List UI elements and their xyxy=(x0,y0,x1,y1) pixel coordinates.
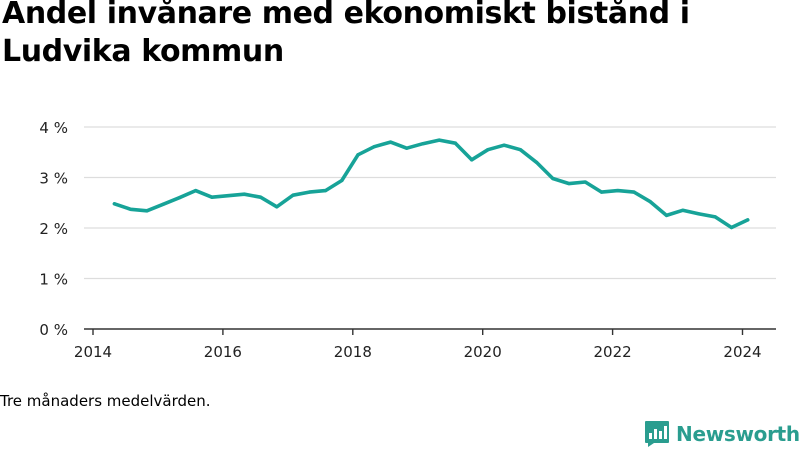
x-tick-label: 2022 xyxy=(594,343,632,361)
data-point xyxy=(388,140,393,144)
data-series xyxy=(112,138,750,230)
y-tick-label: 0 % xyxy=(39,321,68,339)
y-tick-label: 4 % xyxy=(39,119,68,137)
data-point xyxy=(648,200,652,204)
data-point xyxy=(194,189,198,193)
data-point xyxy=(356,153,360,157)
y-axis-tick-labels: 0 % 1 % 2 % 3 % 4 % xyxy=(39,119,68,339)
data-point xyxy=(632,190,636,194)
brand-logo: Newsworthy xyxy=(644,420,800,448)
data-point xyxy=(470,158,474,162)
x-axis: 2014 2016 2018 2020 2022 2024 xyxy=(74,328,776,361)
data-point xyxy=(161,202,165,206)
grid-lines xyxy=(84,126,776,280)
y-tick-label: 3 % xyxy=(39,170,68,188)
newsworthy-logo-icon xyxy=(645,421,669,447)
data-point xyxy=(242,192,246,196)
data-point xyxy=(340,178,344,183)
data-point xyxy=(746,218,750,222)
data-point xyxy=(518,148,522,152)
data-point xyxy=(729,225,734,230)
data-point xyxy=(486,148,490,152)
x-tick-label: 2024 xyxy=(723,343,761,361)
y-tick-label: 2 % xyxy=(39,220,68,238)
data-point xyxy=(226,194,230,198)
data-point xyxy=(616,189,620,193)
data-point xyxy=(307,190,311,194)
series-line xyxy=(112,138,750,230)
data-point xyxy=(129,207,133,211)
logo-text: Newsworthy xyxy=(676,422,800,446)
data-point xyxy=(502,143,506,147)
data-point xyxy=(177,196,181,200)
data-point xyxy=(697,212,701,216)
data-point xyxy=(551,176,555,181)
data-point xyxy=(112,202,117,206)
data-point xyxy=(664,213,669,217)
data-point xyxy=(275,205,279,209)
chart-footnote: Tre månaders medelvärden. xyxy=(0,392,211,410)
data-point xyxy=(583,180,587,184)
x-tick-label: 2020 xyxy=(464,343,502,361)
data-point xyxy=(372,145,376,149)
x-tick-label: 2016 xyxy=(204,343,242,361)
data-point xyxy=(599,190,604,194)
y-tick-label: 1 % xyxy=(39,271,68,289)
x-tick-label: 2014 xyxy=(74,343,112,361)
data-point xyxy=(437,138,441,142)
data-point xyxy=(405,146,409,150)
data-point xyxy=(713,215,717,219)
data-point xyxy=(323,189,328,193)
data-point xyxy=(681,208,685,212)
data-point xyxy=(145,209,149,213)
data-point xyxy=(535,160,539,164)
data-point xyxy=(291,193,295,197)
x-tick-label: 2018 xyxy=(334,343,372,361)
data-point xyxy=(210,195,214,199)
data-point xyxy=(258,195,263,199)
data-point xyxy=(453,141,458,145)
chart-title: Andel invånare med ekonomiskt bistånd i … xyxy=(2,0,690,69)
data-point xyxy=(421,142,425,146)
data-point xyxy=(567,181,571,186)
